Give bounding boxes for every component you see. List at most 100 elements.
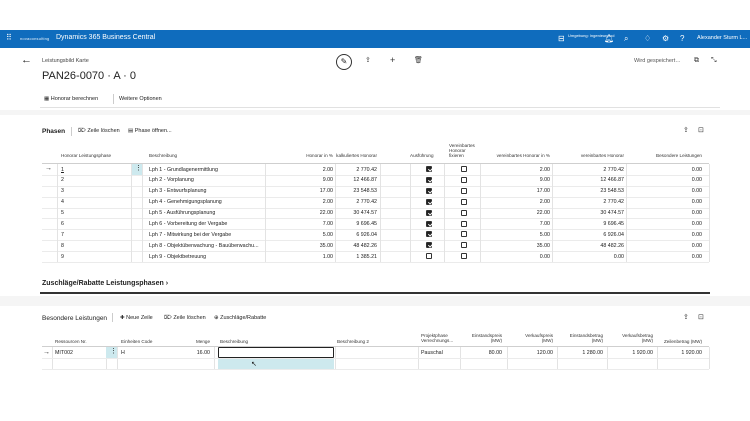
phases-delete-row-button[interactable]: ⌦ Zeile löschen bbox=[78, 128, 120, 134]
phase-description[interactable]: Lph 5 - Ausführungsplanung bbox=[149, 210, 216, 217]
column-header[interactable]: Verkaufsbetrag (MW) bbox=[622, 333, 653, 343]
delete-icon[interactable]: 🗑︎ bbox=[414, 57, 423, 64]
phase-number[interactable]: 1 bbox=[61, 166, 64, 173]
table-row[interactable]: → ⋮ 1 Lph 1 - Grundlagenermittlung 2.00 2 770… bbox=[0, 164, 750, 176]
column-header[interactable]: Menge bbox=[195, 339, 210, 344]
column-header[interactable]: Beschreibung 2 bbox=[337, 339, 369, 344]
column-header[interactable]: kalkuliertes Honorar bbox=[336, 153, 377, 158]
column-header[interactable]: Einstandsbetrag (MW) bbox=[569, 333, 603, 343]
bell-icon[interactable]: 🔔︎ bbox=[604, 34, 615, 43]
line-amount[interactable]: 1 920.00 bbox=[681, 350, 702, 356]
phase-description[interactable]: Lph 4 - Genehmigungsplanung bbox=[149, 199, 222, 206]
user-name[interactable]: Alexander Sturm L... bbox=[697, 35, 748, 41]
agreed-fee-percent[interactable]: 2.00 bbox=[539, 199, 550, 206]
new-row-button[interactable]: ✚ Neue Zeile bbox=[120, 315, 153, 321]
edit-icon[interactable]: ✎ bbox=[336, 54, 352, 70]
execution-checkbox[interactable] bbox=[426, 166, 432, 172]
phase-number[interactable]: 2 bbox=[61, 177, 64, 184]
phase-number[interactable]: 6 bbox=[61, 221, 64, 227]
table-row[interactable]: 2 Lph 2 - Vorplanung 9.00 12 466.87 9.00 12 4… bbox=[0, 175, 750, 187]
column-header[interactable]: Honorar Leistungsphase bbox=[61, 153, 112, 158]
agreed-fee[interactable]: 2 770.42 bbox=[603, 166, 624, 173]
row-actions-button[interactable] bbox=[106, 347, 117, 358]
share-icon[interactable]: ⇪ bbox=[365, 57, 371, 64]
open-new-window-icon[interactable]: ⧉ bbox=[694, 57, 699, 64]
fee-percent[interactable]: 7.00 bbox=[322, 221, 333, 227]
agreed-fee-percent[interactable]: 0.00 bbox=[539, 253, 550, 260]
fee-percent[interactable]: 9.00 bbox=[322, 177, 333, 184]
fix-fee-checkbox[interactable] bbox=[461, 231, 467, 238]
open-phase-button[interactable]: ▤ Phase öffnen... bbox=[128, 128, 172, 134]
row-menu-icon[interactable]: ⋮ bbox=[135, 165, 142, 172]
special-delete-row-button[interactable]: ⌦ Zeile löschen bbox=[164, 315, 206, 321]
more-options-button[interactable]: Weitere Optionen bbox=[119, 96, 162, 102]
phase-number[interactable]: 9 bbox=[61, 253, 64, 260]
column-header[interactable]: Honorar in % bbox=[306, 153, 333, 158]
fix-fee-checkbox[interactable] bbox=[461, 253, 467, 260]
app-name[interactable]: Dynamics 365 Business Central bbox=[56, 34, 156, 41]
unit-code[interactable]: H bbox=[121, 350, 125, 356]
phase-description[interactable]: Lph 9 - Objektbetreuung bbox=[149, 253, 207, 260]
fee-percent[interactable]: 2.00 bbox=[322, 199, 333, 206]
phase-number[interactable]: 3 bbox=[61, 188, 64, 195]
agreed-fee[interactable]: 12 466.87 bbox=[600, 177, 624, 184]
fix-fee-checkbox[interactable] bbox=[461, 187, 467, 194]
agreed-fee[interactable]: 0.00 bbox=[613, 253, 624, 260]
table-row[interactable]: 3 Lph 3 - Entwurfsplanung 17.00 23 548.53 17… bbox=[0, 186, 750, 198]
new-row-placeholder[interactable] bbox=[218, 359, 334, 369]
calculate-fee-button[interactable]: ▦ Honorar berechnen bbox=[44, 96, 99, 102]
agreed-fee-percent[interactable]: 5.00 bbox=[539, 231, 550, 238]
column-header[interactable]: vereinbartes Honorar bbox=[580, 153, 624, 158]
search-icon[interactable]: ⌕ bbox=[624, 34, 629, 43]
fee-percent[interactable]: 35.00 bbox=[319, 242, 333, 249]
app-launcher-icon[interactable]: ⠿ bbox=[6, 33, 12, 42]
column-header[interactable]: Verkaufspreis (MW) bbox=[525, 333, 553, 343]
special-surcharges-button[interactable]: ⊕ Zuschläge/Rabatte bbox=[214, 315, 267, 321]
column-header[interactable]: Zeilenbetrag (MW) bbox=[663, 339, 702, 344]
billing-type[interactable]: Pauschal bbox=[421, 350, 443, 356]
agreed-fee-percent[interactable]: 22.00 bbox=[536, 210, 550, 217]
row-menu-icon[interactable]: ⋮ bbox=[110, 348, 117, 355]
notification-icon[interactable]: ♢ bbox=[644, 34, 652, 43]
special-services-title[interactable]: Besondere Leistungen bbox=[42, 315, 108, 322]
phase-number[interactable]: 4 bbox=[61, 199, 64, 206]
phase-description[interactable]: Lph 6 - Vorbereitung der Vergabe bbox=[149, 221, 228, 227]
agreed-fee-percent[interactable]: 35.00 bbox=[536, 242, 550, 249]
phase-number[interactable]: 5 bbox=[61, 210, 64, 217]
fee-percent[interactable]: 22.00 bbox=[319, 210, 333, 217]
back-arrow-icon[interactable]: ← bbox=[21, 54, 32, 66]
unit-cost[interactable]: 80.00 bbox=[488, 350, 502, 356]
column-header[interactable]: Einheiten Code bbox=[121, 339, 153, 344]
column-header[interactable]: Einstandspreis (MW) bbox=[471, 333, 502, 343]
fix-fee-checkbox[interactable] bbox=[461, 209, 467, 216]
fee-percent[interactable]: 1.00 bbox=[322, 253, 333, 260]
phase-description[interactable]: Lph 1 - Grundlagenermittlung bbox=[149, 166, 218, 173]
phases-share-icon[interactable]: ⇪ bbox=[683, 127, 689, 134]
fix-fee-checkbox[interactable] bbox=[461, 242, 467, 249]
phase-number[interactable]: 8 bbox=[61, 242, 64, 249]
fee-percent[interactable]: 2.00 bbox=[322, 166, 333, 173]
agreed-fee[interactable]: 48 482.26 bbox=[600, 242, 624, 249]
agreed-fee-percent[interactable]: 17.00 bbox=[536, 188, 550, 195]
table-row[interactable]: 9 Lph 9 - Objektbetreuung 1.00 1 385.21 0.00… bbox=[0, 251, 750, 264]
fix-fee-checkbox[interactable] bbox=[461, 198, 467, 205]
fix-fee-checkbox[interactable] bbox=[461, 166, 467, 172]
phase-number[interactable]: 7 bbox=[61, 231, 64, 238]
phase-description[interactable]: Lph 2 - Vorplanung bbox=[149, 177, 194, 184]
phases-section-title[interactable]: Phasen bbox=[42, 128, 66, 135]
execution-checkbox[interactable] bbox=[426, 176, 432, 183]
execution-checkbox[interactable] bbox=[426, 231, 432, 238]
agreed-fee[interactable]: 6 926.04 bbox=[603, 231, 624, 238]
phase-description[interactable]: Lph 7 - Mitwirkung bei der Vergabe bbox=[149, 231, 232, 238]
agreed-fee[interactable]: 30 474.57 bbox=[600, 210, 624, 217]
cost-amount[interactable]: 1 280.00 bbox=[582, 350, 603, 356]
fix-fee-checkbox[interactable] bbox=[461, 220, 467, 227]
phase-description[interactable]: Lph 3 - Entwurfsplanung bbox=[149, 188, 207, 195]
phase-description[interactable]: Lph 8 - Objektüberwachung - Bauüberwachu… bbox=[149, 242, 259, 249]
execution-checkbox[interactable] bbox=[426, 198, 432, 205]
table-row[interactable]: 4 Lph 4 - Genehmigungsplanung 2.00 2 770.42… bbox=[0, 197, 750, 209]
sales-amount[interactable]: 1 920.00 bbox=[632, 350, 653, 356]
fee-percent[interactable]: 5.00 bbox=[322, 231, 333, 238]
agreed-fee-percent[interactable]: 2.00 bbox=[539, 166, 550, 173]
resource-number[interactable]: MIT002 bbox=[55, 350, 73, 356]
